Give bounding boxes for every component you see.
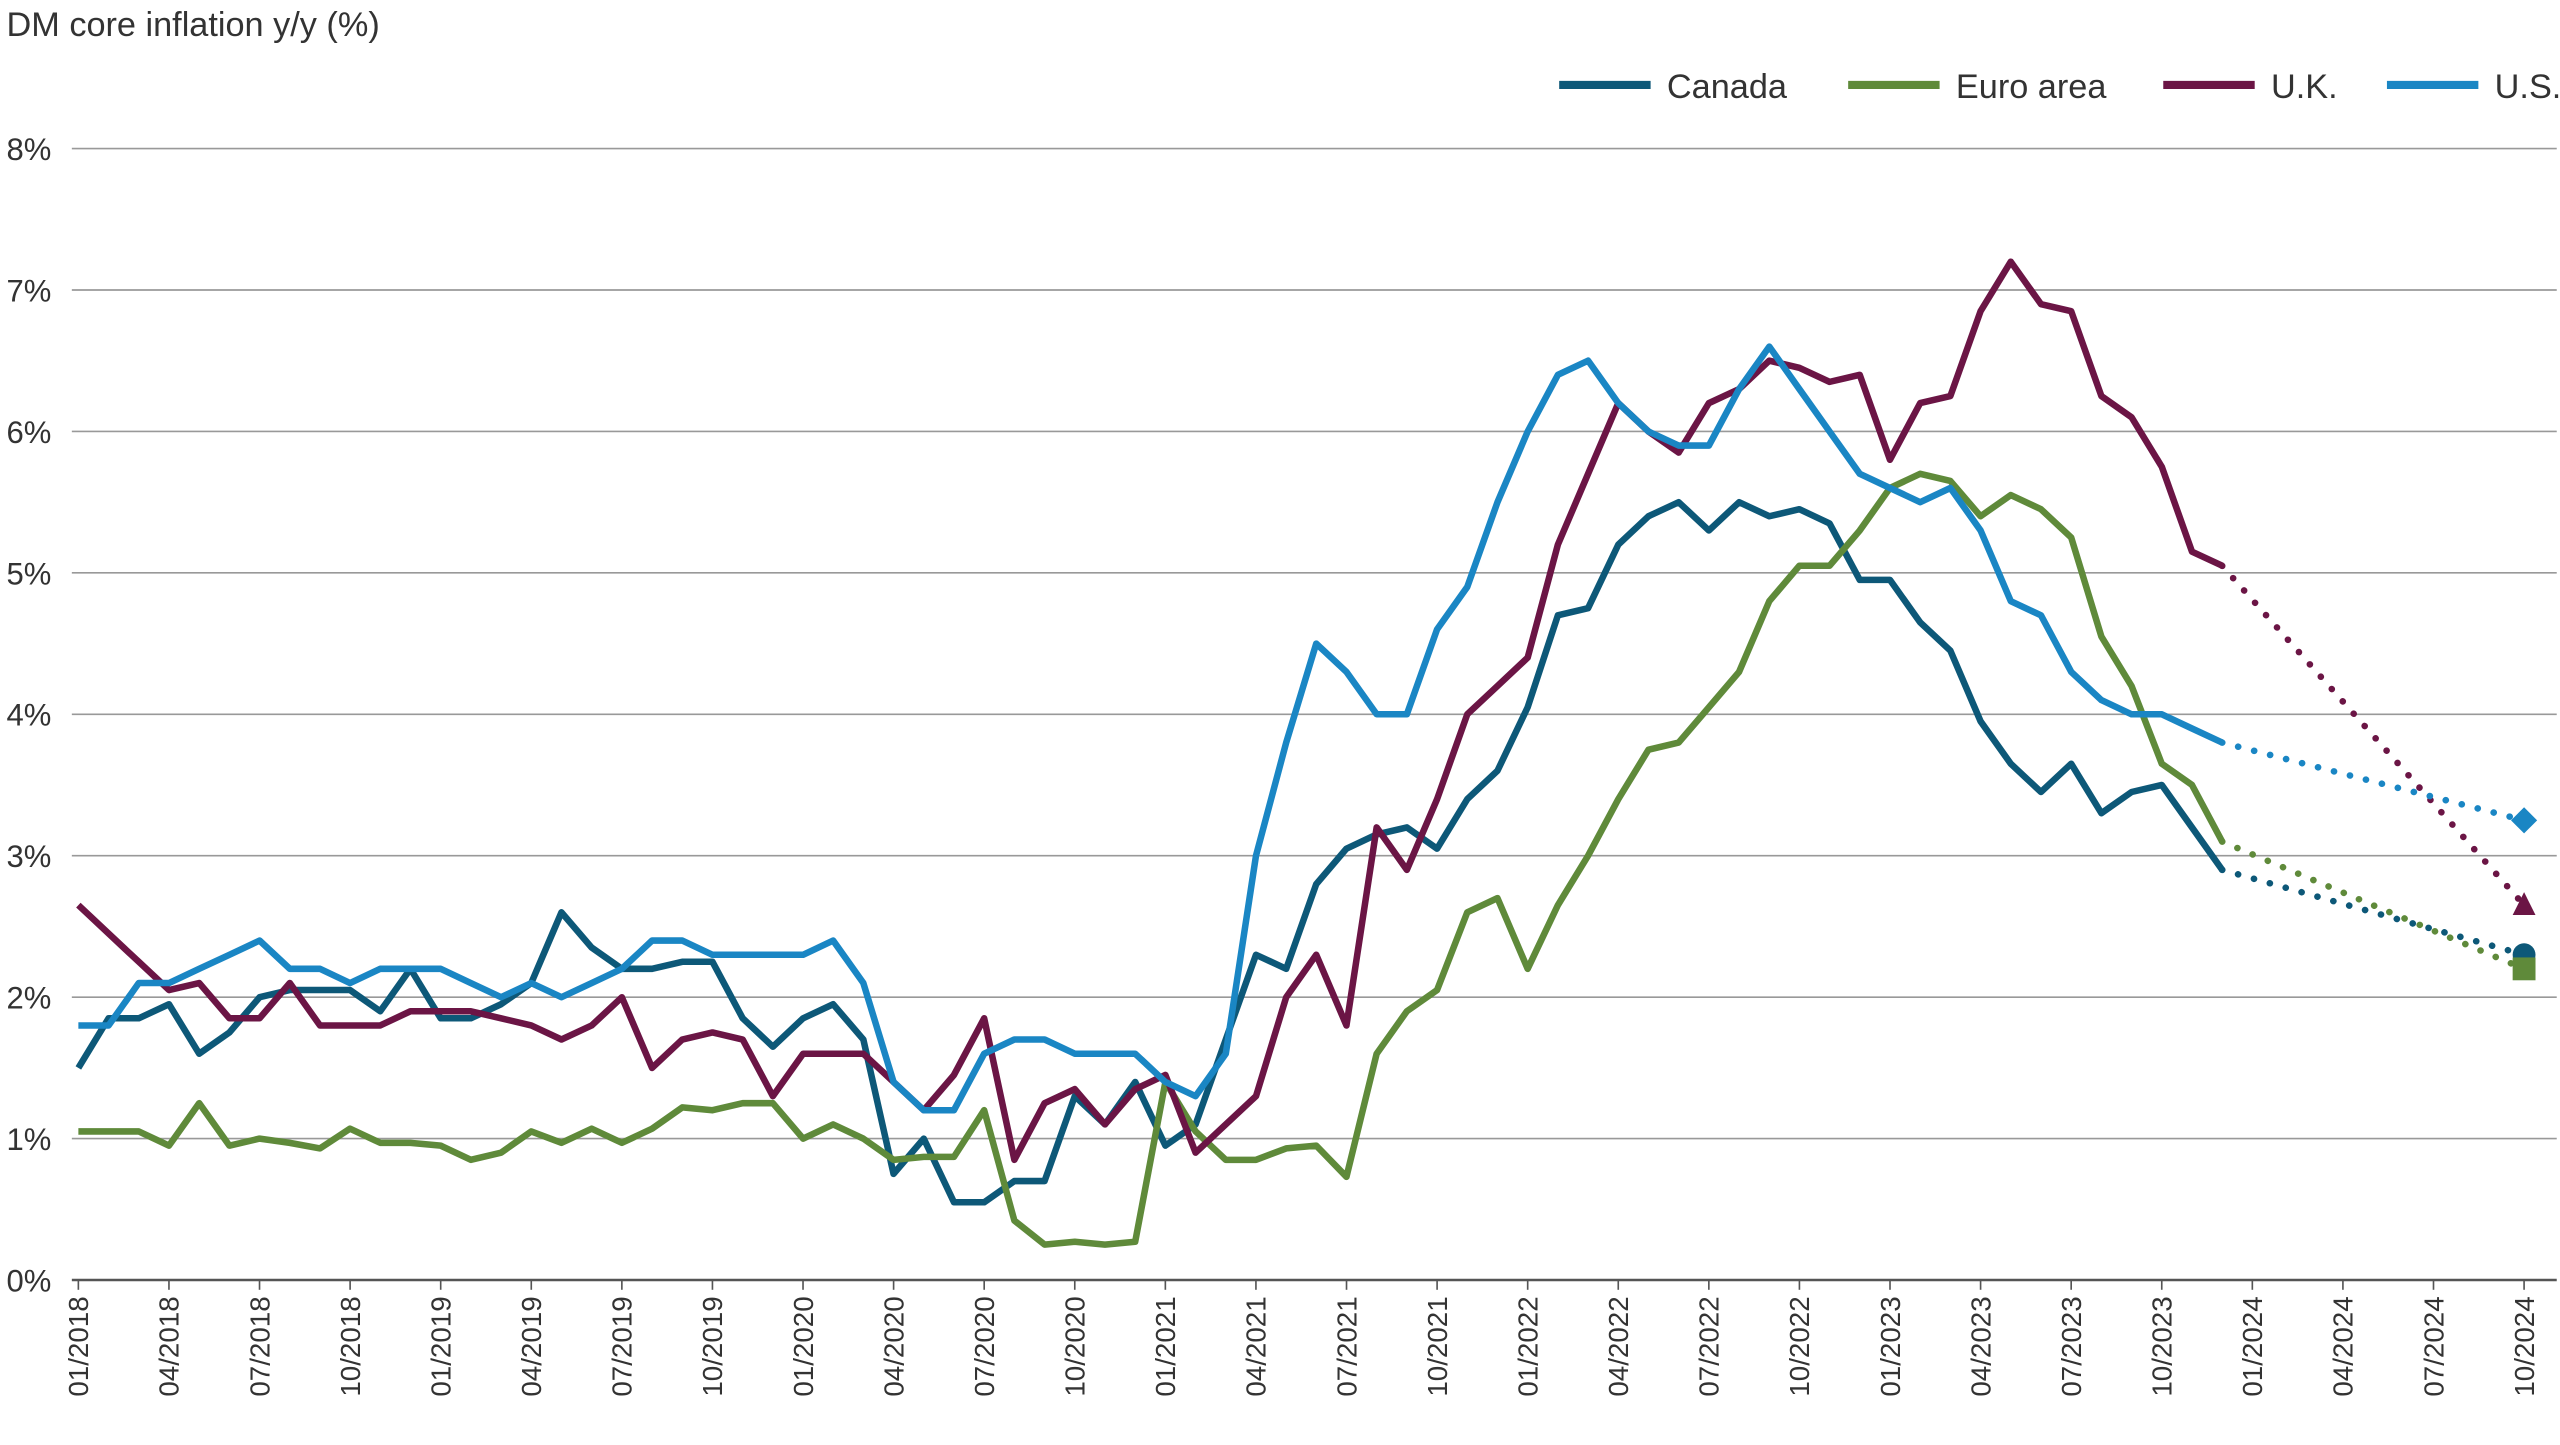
x-tick-label: 04/2022: [1603, 1296, 1634, 1396]
x-tick-label: 01/2021: [1150, 1296, 1181, 1396]
forecast-marker-triangle: [2512, 892, 2536, 916]
x-tick-label: 10/2018: [335, 1296, 366, 1396]
x-tick-label: 07/2024: [2418, 1296, 2449, 1396]
chart-title: DM core inflation y/y (%): [7, 6, 380, 44]
series-canada: [75, 498, 2536, 1206]
x-tick-label: 07/2022: [1694, 1296, 1725, 1396]
series-u-k-: [76, 258, 2536, 1164]
x-tick-label: 07/2021: [1331, 1296, 1362, 1396]
forecast-dotted-line: [2218, 562, 2528, 909]
series-line: [75, 498, 2225, 1206]
series-euro-area: [78, 470, 2536, 1248]
y-tick-label: 3%: [7, 839, 52, 874]
forecast-dotted-line: [2218, 838, 2528, 973]
y-tick-label: 4%: [7, 698, 52, 733]
y-tick-label: 0%: [7, 1263, 52, 1298]
legend-label: U.S.: [2495, 68, 2560, 106]
y-tick-label: 2%: [7, 981, 52, 1016]
series-line: [76, 258, 2224, 1164]
x-tick-label: 07/2018: [244, 1296, 275, 1396]
legend-label: Canada: [1667, 68, 1788, 106]
x-tick-label: 04/2021: [1241, 1296, 1272, 1396]
legend-item: U.S.: [2386, 68, 2560, 106]
x-tick-label: 07/2023: [2056, 1296, 2087, 1396]
x-tick-label: 10/2022: [1784, 1296, 1815, 1396]
legend-label: U.K.: [2271, 68, 2338, 106]
x-tick-label: 01/2022: [1512, 1296, 1543, 1396]
forecast-marker-diamond: [2511, 807, 2538, 834]
y-tick-label: 8%: [7, 132, 52, 167]
x-tick-label: 04/2019: [516, 1296, 547, 1396]
y-tick-label: 6%: [7, 415, 52, 450]
forecast-dotted-line: [2218, 866, 2528, 958]
x-tick-label: 07/2019: [607, 1296, 638, 1396]
legend-item: Canada: [1559, 68, 1788, 106]
x-tick-label: 01/2020: [788, 1296, 819, 1396]
series-lines: [75, 258, 2538, 1248]
x-tick-label: 07/2020: [969, 1296, 1000, 1396]
legend-item: Euro area: [1848, 68, 2107, 106]
x-tick-label: 01/2024: [2237, 1296, 2268, 1396]
y-tick-label: 7%: [7, 273, 52, 308]
series-line: [78, 343, 2224, 1114]
legend: Canada Euro area U.K. U.S.: [1559, 68, 2560, 106]
x-tick-label: 01/2018: [63, 1296, 94, 1396]
x-tick-label: 10/2023: [2147, 1296, 2178, 1396]
forecast-marker-square: [2512, 957, 2536, 981]
y-tick-label: 1%: [7, 1122, 52, 1157]
y-axis-labels: 0% 1% 2% 3% 4% 5% 6% 7% 8%: [7, 132, 52, 1298]
legend-label: Euro area: [1956, 68, 2107, 106]
x-tick-label: 04/2018: [154, 1296, 185, 1396]
x-tick-label: 10/2020: [1060, 1296, 1091, 1396]
series-line: [78, 470, 2226, 1248]
x-tick-label: 10/2021: [1422, 1296, 1453, 1396]
x-axis-labels: 01/2018 04/2018 07/2018 10/2018 01/2019 04/20…: [63, 1296, 2540, 1396]
x-tick-label: 01/2023: [1875, 1296, 1906, 1396]
gridlines: [71, 147, 2557, 1290]
x-tick-label: 10/2024: [2509, 1296, 2540, 1396]
x-tick-label: 04/2023: [1965, 1296, 1996, 1396]
legend-item: U.K.: [2163, 68, 2338, 106]
series-u-s-: [78, 343, 2538, 1114]
y-tick-label: 5%: [7, 556, 52, 591]
forecast-dotted-line: [2218, 739, 2528, 824]
x-tick-label: 04/2024: [2328, 1296, 2359, 1396]
x-tick-label: 04/2020: [878, 1296, 909, 1396]
x-tick-label: 01/2019: [425, 1296, 456, 1396]
x-tick-label: 10/2019: [697, 1296, 728, 1396]
